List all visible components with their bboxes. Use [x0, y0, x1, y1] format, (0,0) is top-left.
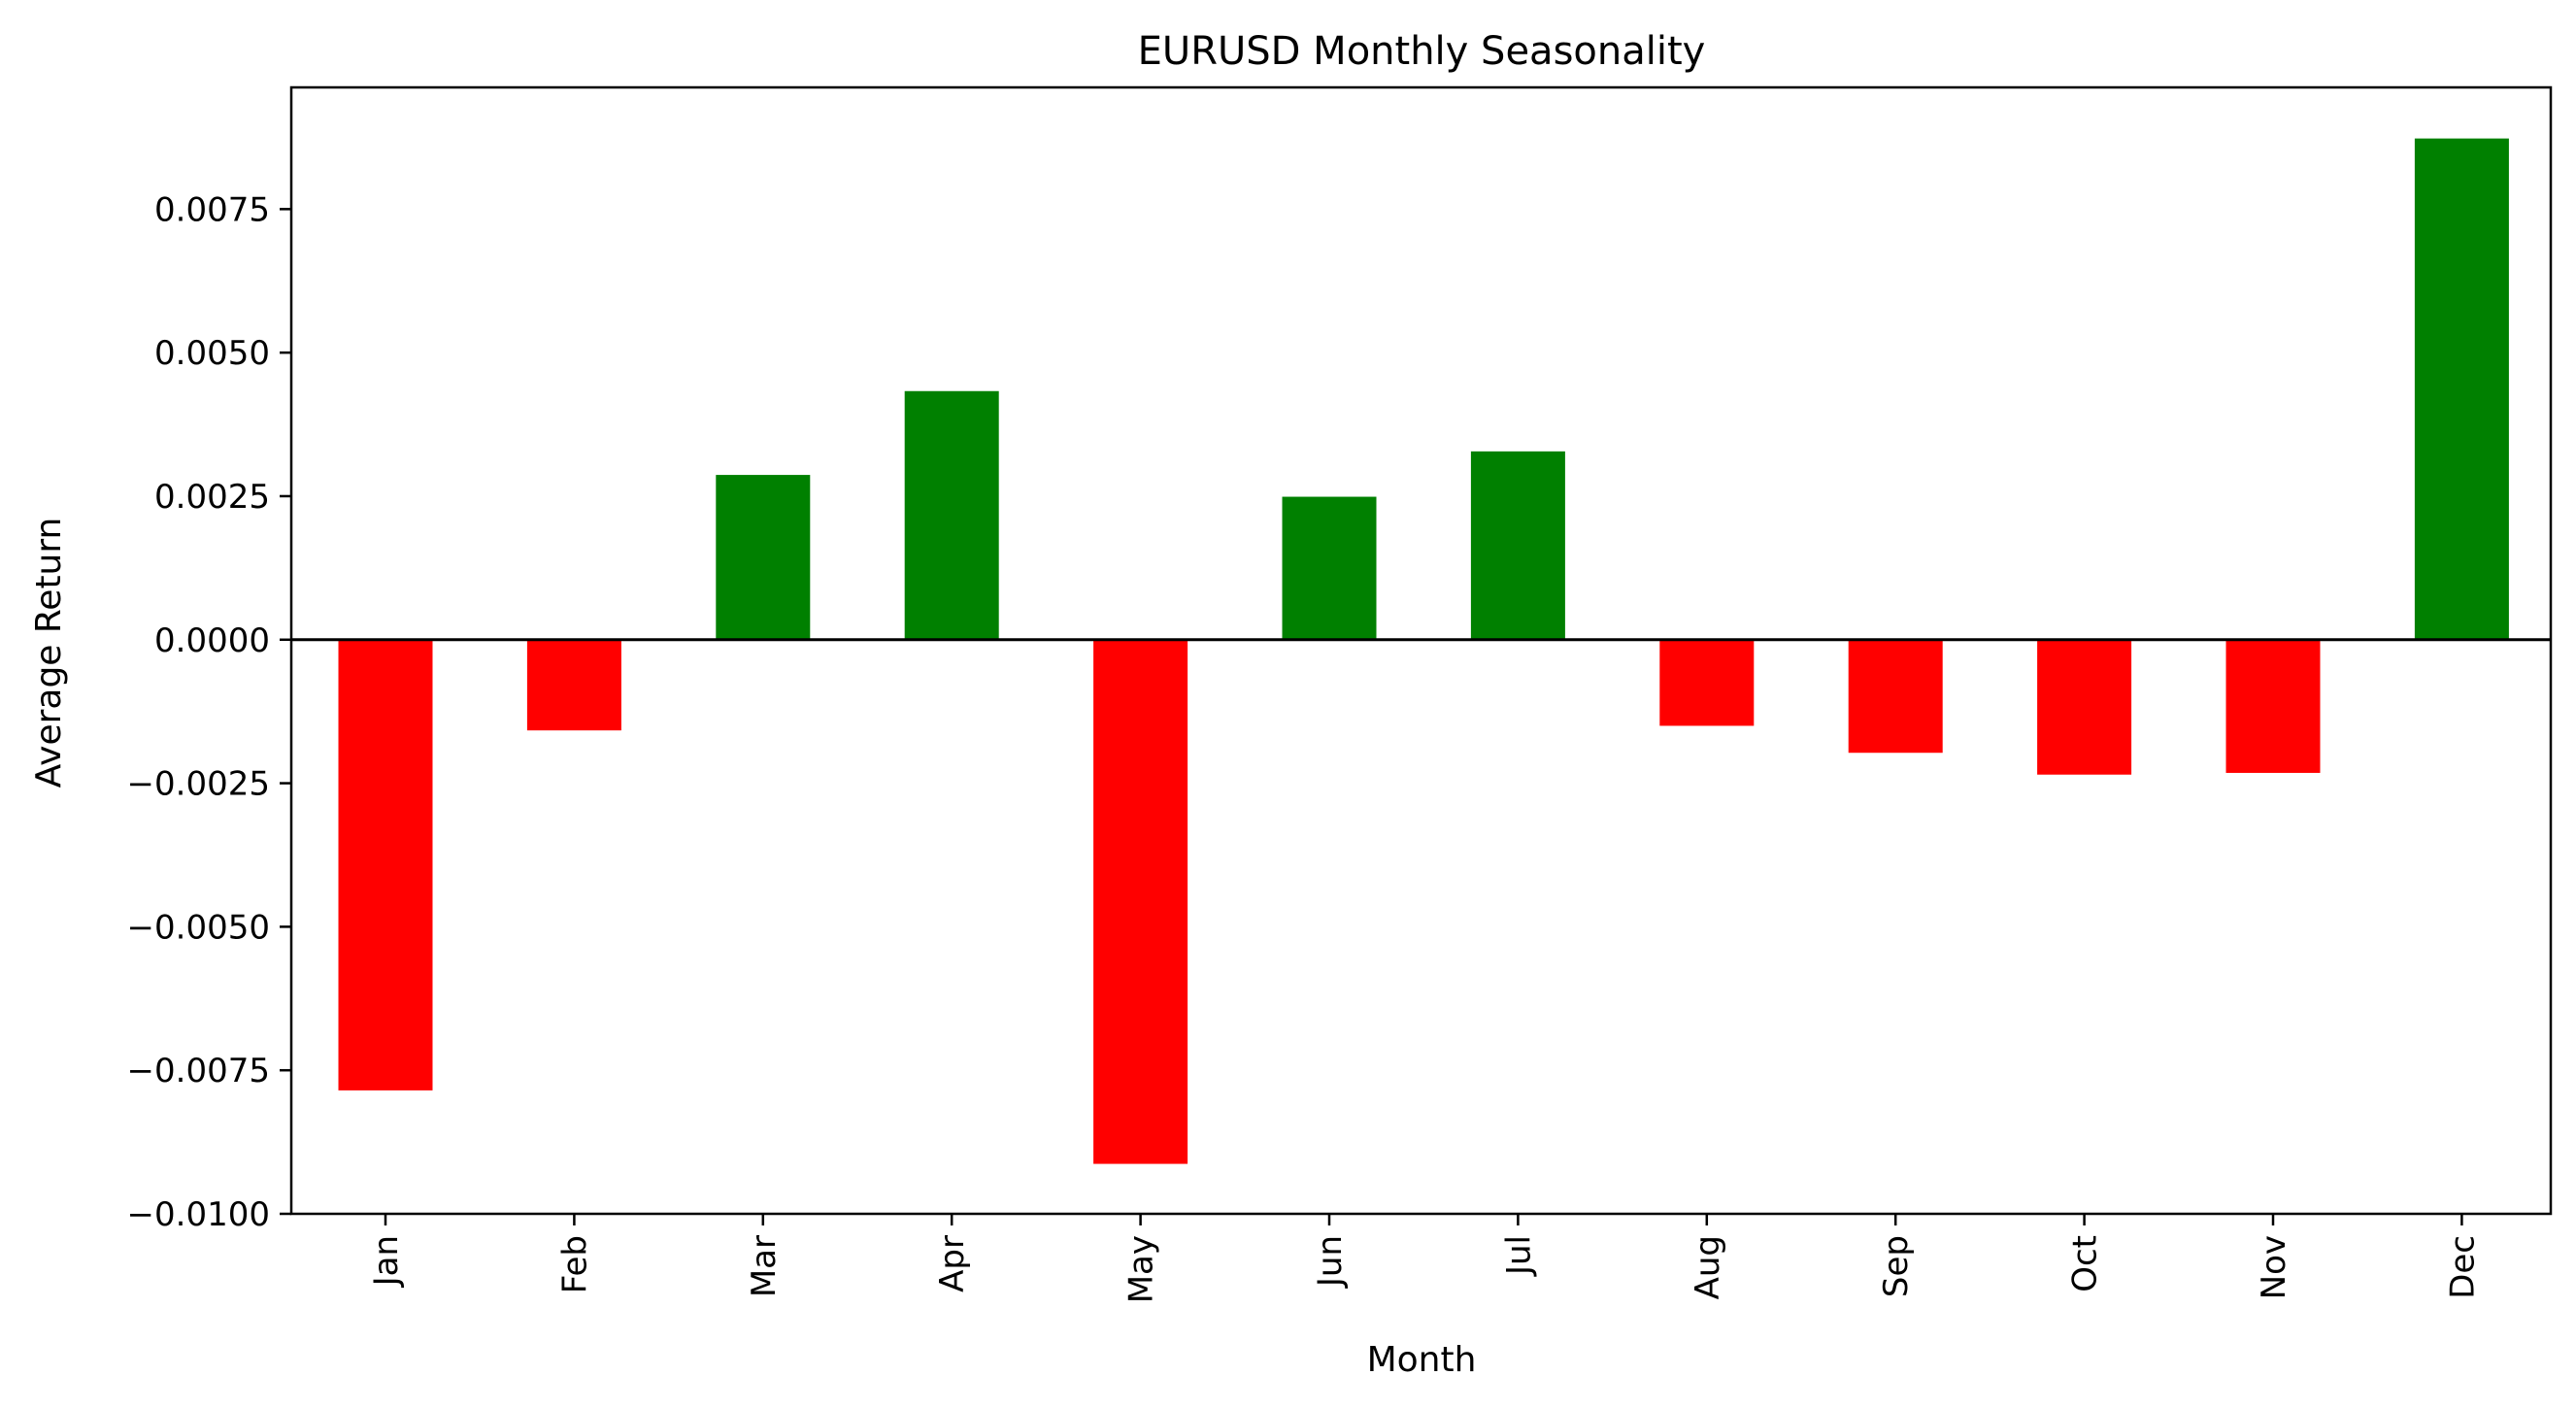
x-tick-label-apr: Apr: [933, 1235, 972, 1292]
x-axis-label: Month: [1367, 1340, 1477, 1380]
bar-feb: [526, 639, 621, 731]
bar-mar: [716, 475, 811, 640]
x-tick-label-aug: Aug: [1689, 1235, 1727, 1299]
bar-aug: [1659, 639, 1755, 726]
x-tick-label-nov: Nov: [2255, 1235, 2293, 1299]
bars-group: [338, 138, 2509, 1164]
x-tick-label-oct: Oct: [2066, 1235, 2105, 1292]
x-tick-label-sep: Sep: [1877, 1235, 1916, 1297]
y-tick-label: −0.0025: [127, 765, 270, 804]
bar-sep: [1848, 639, 1943, 754]
x-tick-label-may: May: [1122, 1235, 1161, 1303]
y-tick-label: 0.0050: [154, 334, 270, 373]
plot-frame: [289, 85, 2553, 1216]
bar-may: [1093, 639, 1188, 1164]
bar-jan: [338, 639, 433, 1090]
x-tick-label-dec: Dec: [2443, 1235, 2482, 1299]
y-tick-label: −0.0075: [127, 1052, 270, 1090]
bar-dec: [2414, 138, 2509, 640]
y-tick-label: −0.0050: [127, 908, 270, 947]
y-tick-label: 0.0000: [154, 621, 270, 660]
x-axis: Jan Feb Mar Apr May Jun Jul Aug Sep Oct Nov Dec: [367, 1214, 2482, 1303]
y-axis-label: Average Return: [29, 518, 69, 788]
chart-title: EURUSD Monthly Seasonality: [1138, 29, 1706, 74]
bar-jul: [1470, 451, 1565, 640]
bar-nov: [2225, 639, 2321, 773]
x-tick-label-jan: Jan: [367, 1235, 406, 1288]
x-tick-label-jun: Jun: [1311, 1235, 1350, 1289]
x-tick-label-jul: Jul: [1499, 1235, 1538, 1277]
x-tick-label-feb: Feb: [555, 1235, 594, 1293]
y-tick-label: 0.0075: [154, 190, 270, 229]
y-tick-label: −0.0100: [127, 1195, 270, 1234]
bar-oct: [2037, 639, 2132, 775]
y-axis: 0.0075 0.0050 0.0025 0.0000 −0.0025 −0.0050 −0…: [127, 190, 291, 1234]
y-tick-label: 0.0025: [154, 478, 270, 517]
x-tick-label-mar: Mar: [745, 1235, 784, 1297]
bar-apr: [904, 390, 999, 640]
bar-jun: [1282, 496, 1377, 640]
